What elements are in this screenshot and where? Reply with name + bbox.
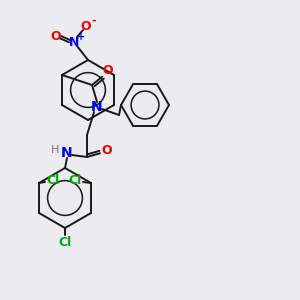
- Text: N: N: [61, 146, 73, 160]
- Text: Cl: Cl: [58, 236, 72, 250]
- Text: O: O: [103, 64, 113, 77]
- Text: N: N: [69, 35, 79, 49]
- Text: O: O: [102, 145, 112, 158]
- Text: Cl: Cl: [46, 173, 60, 187]
- Text: +: +: [77, 32, 85, 42]
- Text: O: O: [81, 20, 91, 32]
- Text: Cl: Cl: [68, 173, 82, 187]
- Text: N: N: [91, 100, 103, 114]
- Text: O: O: [51, 31, 61, 44]
- Text: -: -: [92, 16, 96, 26]
- Text: H: H: [51, 145, 59, 155]
